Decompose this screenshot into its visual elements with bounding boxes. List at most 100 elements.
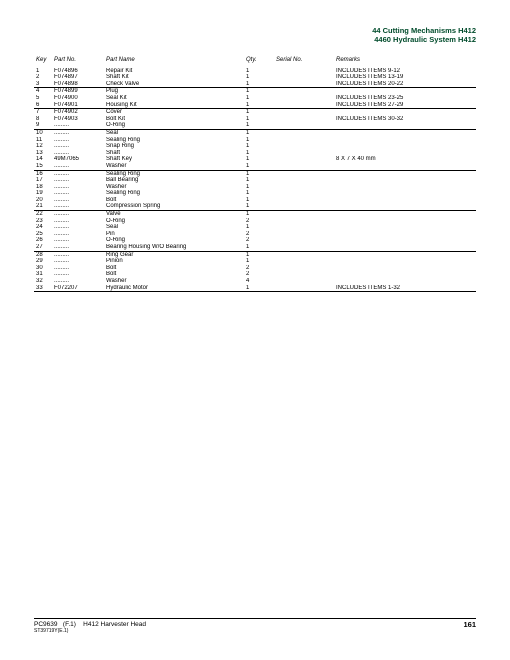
cell-qty: 1 [244, 163, 274, 170]
cell-key: 7 [34, 109, 52, 116]
cell-remarks [334, 190, 476, 197]
cell-serial [274, 137, 334, 144]
cell-qty: 1 [244, 258, 274, 265]
cell-remarks [334, 224, 476, 231]
table-row: 4F074899Plug1 [34, 88, 476, 95]
cell-remarks [334, 122, 476, 129]
cell-qty: 1 [244, 143, 274, 150]
cell-qty: 1 [244, 170, 274, 177]
cell-serial [274, 258, 334, 265]
cell-partno: ......... [52, 258, 104, 265]
cell-qty: 1 [244, 203, 274, 210]
cell-serial [274, 211, 334, 218]
cell-qty: 1 [244, 285, 274, 292]
cell-remarks: INCLUDES ITEMS 30-32 [334, 116, 476, 123]
table-row: 12.........Snap Ring1 [34, 143, 476, 150]
cell-qty: 1 [244, 156, 274, 163]
table-row: 22.........Valve1 [34, 211, 476, 218]
table-row: 9.........O-Ring1 [34, 122, 476, 129]
cell-qty: 2 [244, 271, 274, 278]
cell-serial [274, 285, 334, 292]
cell-key: 22 [34, 211, 52, 218]
cell-key: 19 [34, 190, 52, 197]
cell-remarks [334, 184, 476, 191]
cell-qty: 1 [244, 81, 274, 88]
cell-serial [274, 278, 334, 285]
cell-partno: F072207 [52, 285, 104, 292]
cell-name: Housing Kit [104, 102, 244, 109]
table-row: 2F074897Shaft Kit1INCLUDES ITEMS 13-19 [34, 74, 476, 81]
cell-serial [274, 231, 334, 238]
cell-qty: 1 [244, 109, 274, 116]
cell-name: O-Ring [104, 122, 244, 129]
cell-partno: ......... [52, 122, 104, 129]
footer-doc-title: H412 Harvester Head [83, 621, 146, 628]
cell-partno: ......... [52, 271, 104, 278]
cell-key: 28 [34, 251, 52, 258]
cell-key: 11 [34, 137, 52, 144]
cell-remarks: INCLUDES ITEMS 13-19 [334, 74, 476, 81]
cell-serial [274, 244, 334, 251]
cell-serial [274, 163, 334, 170]
cell-serial [274, 116, 334, 123]
cell-key: 15 [34, 163, 52, 170]
cell-key: 12 [34, 143, 52, 150]
cell-qty: 2 [244, 231, 274, 238]
table-row: 30.........Bolt2 [34, 265, 476, 272]
table-row: 26.........O-Ring2 [34, 237, 476, 244]
cell-key: 4 [34, 88, 52, 95]
footer-doc-sub: ST39719Y(E.1) [34, 629, 146, 635]
cell-key: 29 [34, 258, 52, 265]
cell-name: Plug [104, 88, 244, 95]
cell-partno: ......... [52, 203, 104, 210]
cell-name: Bolt [104, 265, 244, 272]
cell-remarks [334, 163, 476, 170]
cell-partno: F074899 [52, 88, 104, 95]
cell-serial [274, 150, 334, 157]
cell-name: O-Ring [104, 237, 244, 244]
cell-key: 2 [34, 74, 52, 81]
cell-qty: 2 [244, 237, 274, 244]
cell-remarks [334, 129, 476, 136]
cell-name: Seal Kit [104, 95, 244, 102]
cell-name: Bearing Housing W/O Bearing [104, 244, 244, 251]
cell-serial [274, 237, 334, 244]
cell-name: Bolt [104, 197, 244, 204]
table-row: 15.........Washer1 [34, 163, 476, 170]
cell-partno: ......... [52, 190, 104, 197]
table-row: 21.........Compression Spring1 [34, 203, 476, 210]
cell-remarks [334, 244, 476, 251]
cell-remarks [334, 150, 476, 157]
cell-name: Repair Kit [104, 68, 244, 75]
table-row: 32.........Washer4 [34, 278, 476, 285]
cell-serial [274, 251, 334, 258]
cell-partno: ......... [52, 211, 104, 218]
cell-remarks [334, 88, 476, 95]
cell-remarks: 8 X 7 X 40 mm [334, 156, 476, 163]
cell-serial [274, 143, 334, 150]
cell-partno: ......... [52, 137, 104, 144]
cell-remarks [334, 237, 476, 244]
cell-key: 6 [34, 102, 52, 109]
table-row: 27.........Bearing Housing W/O Bearing1 [34, 244, 476, 251]
cell-serial [274, 68, 334, 75]
cell-key: 10 [34, 129, 52, 136]
cell-remarks [334, 218, 476, 225]
cell-serial [274, 265, 334, 272]
cell-remarks [334, 137, 476, 144]
cell-key: 32 [34, 278, 52, 285]
table-row: 24.........Seal1 [34, 224, 476, 231]
cell-partno: ......... [52, 265, 104, 272]
cell-key: 20 [34, 197, 52, 204]
cell-partno: F074901 [52, 102, 104, 109]
cell-qty: 2 [244, 218, 274, 225]
table-row: 28.........Ring Gear1 [34, 251, 476, 258]
cell-partno: ......... [52, 244, 104, 251]
cell-qty: 1 [244, 74, 274, 81]
cell-key: 16 [34, 170, 52, 177]
cell-remarks: INCLUDES ITEMS 9-12 [334, 68, 476, 75]
cell-key: 17 [34, 177, 52, 184]
cell-partno: ......... [52, 224, 104, 231]
cell-name: Snap Ring [104, 143, 244, 150]
cell-name: Washer [104, 163, 244, 170]
